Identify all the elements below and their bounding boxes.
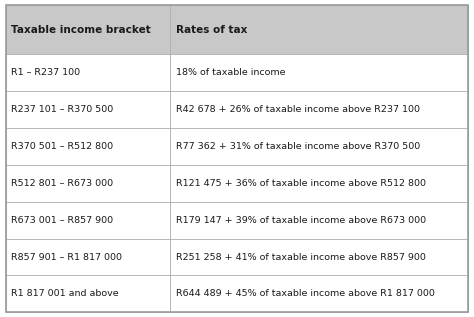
Text: R1 817 001 and above: R1 817 001 and above [11, 289, 119, 298]
Text: R370 501 – R512 800: R370 501 – R512 800 [11, 142, 113, 151]
Text: R179 147 + 39% of taxable income above R673 000: R179 147 + 39% of taxable income above R… [175, 216, 426, 225]
Bar [170, 5, 468, 55]
Bar [6, 202, 170, 239]
Bar [6, 275, 170, 312]
Text: R1 – R237 100: R1 – R237 100 [11, 68, 81, 77]
Bar [170, 202, 468, 239]
Text: R857 901 – R1 817 000: R857 901 – R1 817 000 [11, 253, 122, 262]
Bar [6, 165, 170, 202]
Bar [6, 239, 170, 275]
Bar [170, 275, 468, 312]
Text: R512 801 – R673 000: R512 801 – R673 000 [11, 179, 113, 188]
Bar [6, 91, 170, 128]
Text: R644 489 + 45% of taxable income above R1 817 000: R644 489 + 45% of taxable income above R… [175, 289, 435, 298]
Text: R237 101 – R370 500: R237 101 – R370 500 [11, 105, 114, 114]
Bar [170, 128, 468, 165]
Text: Rates of tax: Rates of tax [175, 25, 247, 35]
Bar [6, 128, 170, 165]
Text: R42 678 + 26% of taxable income above R237 100: R42 678 + 26% of taxable income above R2… [175, 105, 419, 114]
Text: R77 362 + 31% of taxable income above R370 500: R77 362 + 31% of taxable income above R3… [175, 142, 420, 151]
Text: Taxable income bracket: Taxable income bracket [11, 25, 151, 35]
Text: R673 001 – R857 900: R673 001 – R857 900 [11, 216, 113, 225]
Text: R121 475 + 36% of taxable income above R512 800: R121 475 + 36% of taxable income above R… [175, 179, 426, 188]
Text: 18% of taxable income: 18% of taxable income [175, 68, 285, 77]
Text: R251 258 + 41% of taxable income above R857 900: R251 258 + 41% of taxable income above R… [175, 253, 426, 262]
Bar [170, 165, 468, 202]
Bar [6, 5, 170, 55]
Bar [170, 55, 468, 91]
Bar [6, 55, 170, 91]
Bar [170, 239, 468, 275]
Bar [170, 91, 468, 128]
